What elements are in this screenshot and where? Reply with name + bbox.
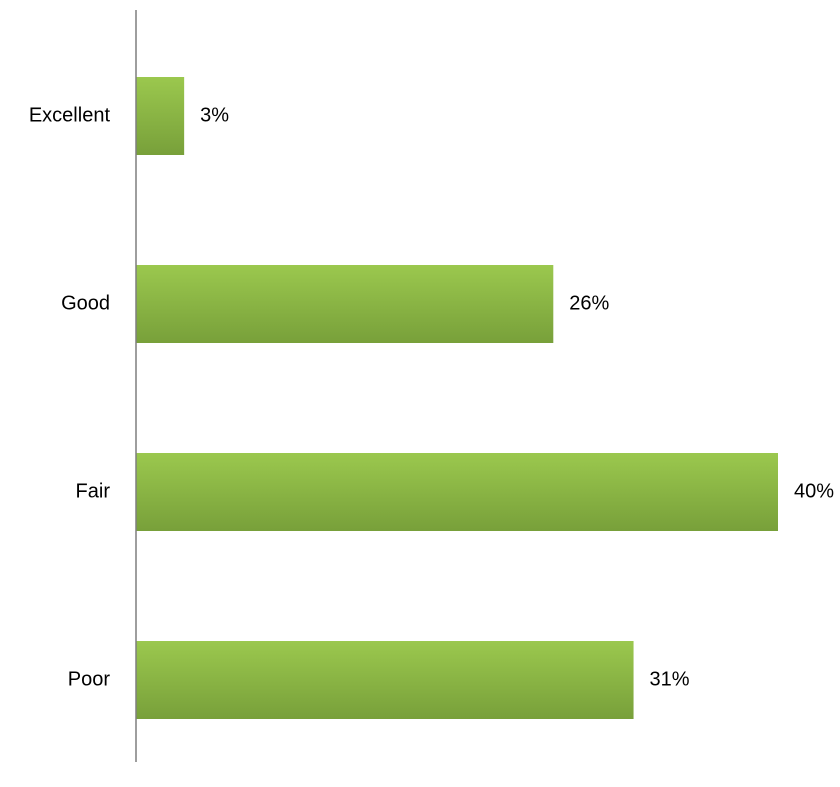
category-label-excellent: Excellent bbox=[29, 104, 111, 126]
bar-excellent bbox=[136, 77, 185, 155]
labels-layer: Excellent 3% Good 26% Fair 40% Poor 31% bbox=[29, 104, 834, 690]
value-label-excellent: 3% bbox=[200, 104, 229, 126]
category-label-good: Good bbox=[61, 292, 110, 314]
value-label-good: 26% bbox=[569, 292, 609, 314]
bar-fair bbox=[136, 453, 778, 531]
value-label-poor: 31% bbox=[650, 668, 690, 690]
bar-good bbox=[136, 265, 554, 343]
value-label-fair: 40% bbox=[794, 480, 834, 502]
category-label-poor: Poor bbox=[68, 668, 111, 690]
bar-poor bbox=[136, 641, 634, 719]
bars-layer bbox=[136, 77, 778, 719]
category-label-fair: Fair bbox=[76, 480, 111, 502]
